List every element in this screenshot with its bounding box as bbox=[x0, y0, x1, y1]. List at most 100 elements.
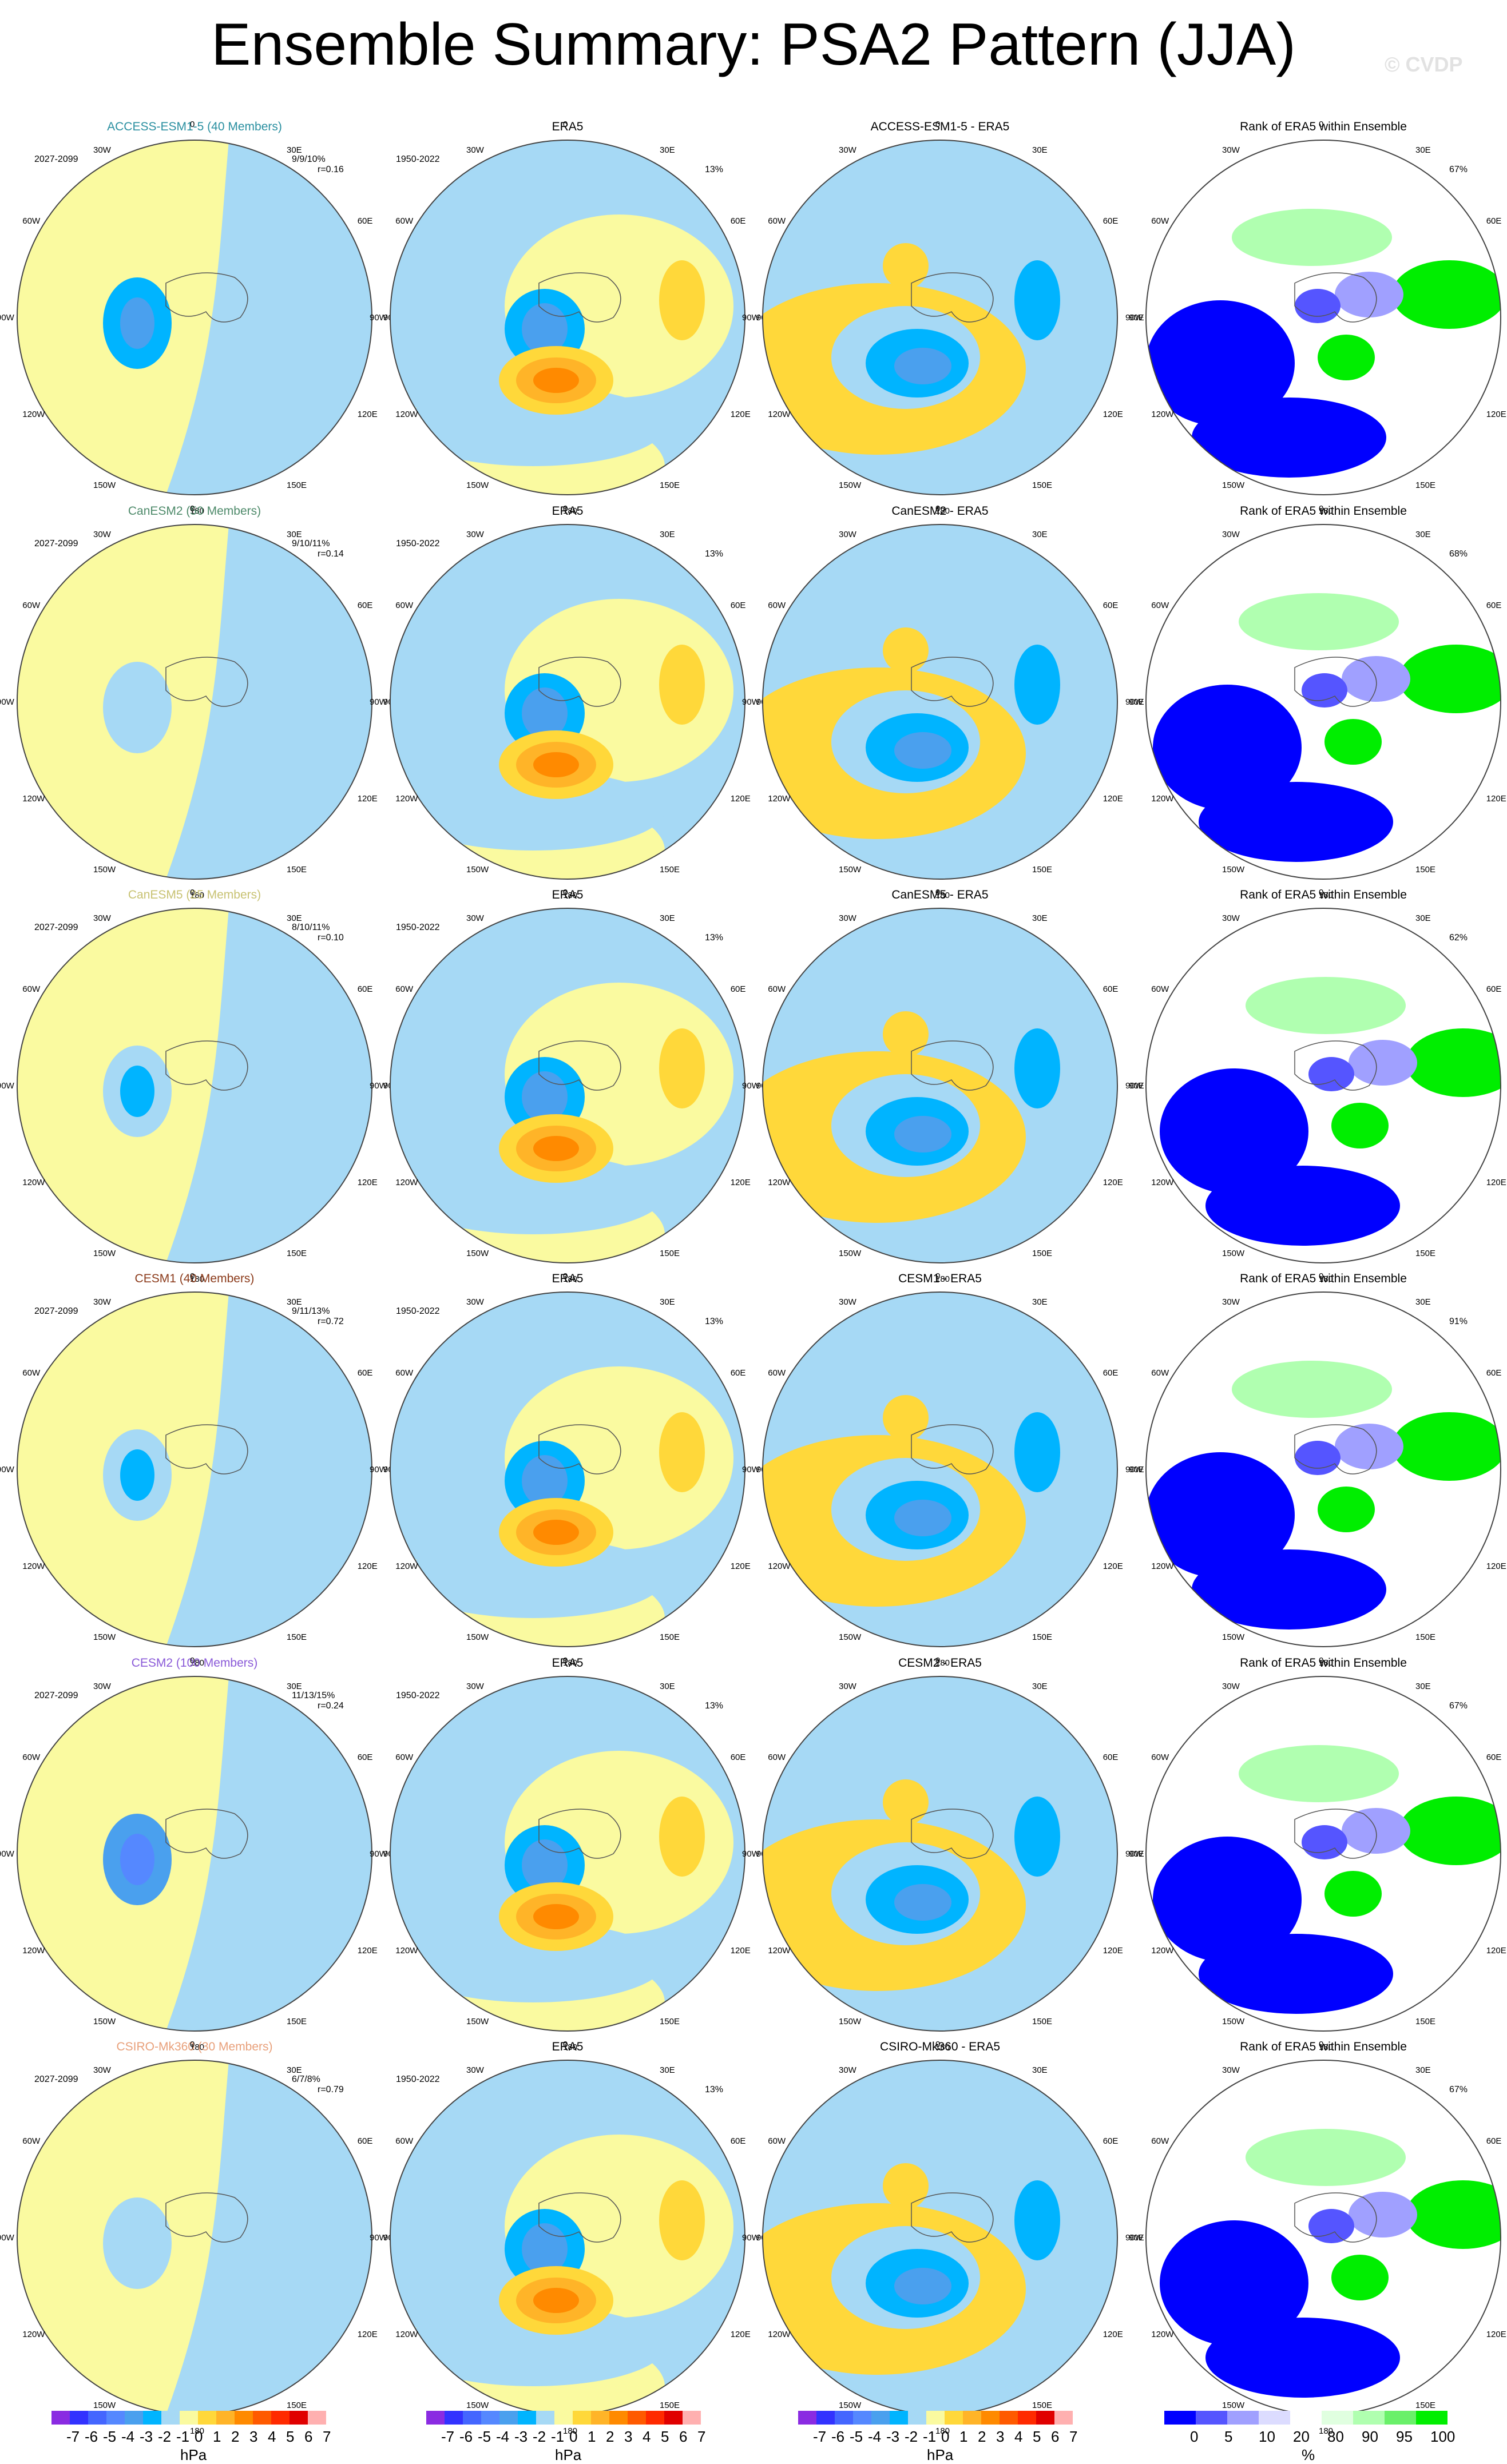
corr-label: r=0.16 bbox=[318, 165, 344, 174]
era-period-label: 1950-2022 bbox=[396, 1306, 440, 1316]
lon-label: 120E bbox=[730, 1561, 751, 1571]
period-label: 2027-2099 bbox=[34, 2074, 78, 2084]
lon-label: 60W bbox=[22, 1368, 41, 1378]
polar-map bbox=[762, 524, 1118, 880]
panel-model-5: CSIRO-Mk360 (30 Members)030E60E90E120E15… bbox=[0, 2040, 399, 2436]
lon-label: 60W bbox=[395, 2136, 414, 2146]
lon-label: 30E bbox=[660, 913, 675, 924]
lon-label: 0 bbox=[1319, 1656, 1324, 1666]
lon-label: 90W bbox=[370, 1465, 387, 1475]
lon-label: 180 bbox=[1319, 506, 1334, 516]
colorbar-tick: 4 bbox=[643, 2428, 651, 2445]
lon-label: 0 bbox=[935, 2040, 941, 2049]
colorbar-units: hPa bbox=[927, 2446, 954, 2463]
lon-label: 90E bbox=[1129, 697, 1144, 707]
era-period-label: 1950-2022 bbox=[396, 539, 440, 549]
lon-label: 180 bbox=[190, 1658, 205, 1668]
lon-label: 150E bbox=[1032, 480, 1053, 490]
lon-label: 30W bbox=[1222, 2065, 1240, 2076]
lon-label: 0 bbox=[935, 504, 941, 514]
colorbar-tick: -7 bbox=[813, 2428, 827, 2445]
colorbar-tick: 1 bbox=[213, 2428, 221, 2445]
lon-label: 30W bbox=[466, 1682, 484, 1692]
colorbar-tick: -5 bbox=[850, 2428, 863, 2445]
lon-label: 30W bbox=[93, 1682, 111, 1692]
colorbar-tick: -4 bbox=[496, 2428, 510, 2445]
polar-map bbox=[17, 908, 372, 1263]
polar-map bbox=[17, 2060, 372, 2415]
panel-rank-0: Rank of ERA5 within Ensemble030E60E90E12… bbox=[1125, 120, 1506, 516]
lon-label: 90W bbox=[370, 1081, 387, 1091]
lon-label: 30E bbox=[1415, 1297, 1431, 1307]
stats-label: 11/13/15% bbox=[292, 1691, 335, 1700]
lon-label: 90W bbox=[742, 1081, 760, 1091]
lon-label: 120E bbox=[730, 794, 751, 804]
lon-label: 30E bbox=[660, 2065, 675, 2076]
polar-map bbox=[762, 1291, 1118, 1647]
lon-label: 30W bbox=[839, 530, 856, 540]
colorbar-swatch bbox=[871, 2411, 890, 2425]
polar-map bbox=[390, 524, 745, 880]
colorbar-tick: 95 bbox=[1396, 2428, 1413, 2445]
colorbar-tick: -1 bbox=[923, 2428, 937, 2445]
lon-label: 120E bbox=[730, 1946, 751, 1956]
lon-label: 150W bbox=[839, 480, 862, 490]
lon-label: 120W bbox=[22, 794, 45, 804]
colorbar-swatch bbox=[308, 2411, 326, 2425]
page-title: Ensemble Summary: PSA2 Pattern (JJA) bbox=[211, 11, 1296, 78]
lon-label: 60E bbox=[1486, 1368, 1502, 1378]
colorbar-swatch bbox=[253, 2411, 271, 2425]
lon-label: 120E bbox=[1486, 794, 1506, 804]
colorbar-tick: 4 bbox=[1014, 2428, 1023, 2445]
colorbar-swatch bbox=[499, 2411, 518, 2425]
lon-label: 30W bbox=[839, 145, 856, 156]
lon-label: 30W bbox=[466, 1297, 484, 1307]
colorbar-swatch bbox=[88, 2411, 106, 2425]
lon-label: 150W bbox=[93, 864, 116, 875]
lon-label: 60E bbox=[730, 216, 746, 226]
lon-label: 120E bbox=[1103, 794, 1123, 804]
colorbar-swatch bbox=[70, 2411, 88, 2425]
lon-label: 150E bbox=[660, 1632, 680, 1642]
lon-label: 120W bbox=[768, 410, 791, 419]
watermark: © CVDP bbox=[1385, 53, 1463, 76]
lon-label: 60E bbox=[357, 2136, 373, 2146]
lon-label: 60E bbox=[1103, 216, 1119, 226]
lon-label: 90E bbox=[1129, 2233, 1144, 2243]
colorbar-swatch bbox=[646, 2411, 664, 2425]
lon-label: 30W bbox=[93, 913, 111, 924]
lon-label: 30W bbox=[839, 913, 856, 924]
colorbar-tick: -2 bbox=[533, 2428, 546, 2445]
lon-label: 30E bbox=[660, 1682, 675, 1692]
lon-label: 120E bbox=[1486, 2330, 1506, 2339]
colorbar-tick: 7 bbox=[323, 2428, 331, 2445]
panel-diff-2: CanESM5 - ERA5 0 30E 60E 90E 120E 150E 180 150W 1… bbox=[742, 888, 1144, 1284]
lon-label: 60E bbox=[1486, 984, 1502, 994]
lon-label: 90W bbox=[742, 1849, 760, 1859]
lon-label: 120E bbox=[1103, 1178, 1123, 1187]
lon-label: 150W bbox=[93, 2400, 116, 2410]
colorbar-swatch bbox=[963, 2411, 981, 2425]
lon-label: 90W bbox=[0, 1465, 14, 1475]
colorbar-tick: 4 bbox=[268, 2428, 276, 2445]
lon-label: 180 bbox=[190, 1274, 205, 1284]
era-pct-label: 13% bbox=[705, 1317, 724, 1326]
lon-label: 60E bbox=[1486, 216, 1502, 226]
lon-label: 150W bbox=[466, 1248, 489, 1258]
polar-map bbox=[17, 524, 372, 880]
lon-label: 60E bbox=[730, 1752, 746, 1762]
lon-label: 60E bbox=[357, 1368, 373, 1378]
colorbar-swatch bbox=[798, 2411, 816, 2425]
rank-pct-label: 67% bbox=[1449, 165, 1468, 174]
colorbar-tick: 0 bbox=[195, 2428, 203, 2445]
lon-label: 150E bbox=[660, 864, 680, 875]
lon-label: 30E bbox=[1032, 2065, 1048, 2076]
lon-label: 60E bbox=[730, 984, 746, 994]
panel-diff-3: CESM1 - ERA5 0 30E 60E 90E 120E 150E 180 150W 120… bbox=[742, 1271, 1144, 1668]
lon-label: 150W bbox=[1222, 480, 1245, 490]
colorbar-tick: 1 bbox=[588, 2428, 596, 2445]
colorbar-tick: 2 bbox=[978, 2428, 986, 2445]
polar-map bbox=[17, 1676, 372, 2032]
lon-label: 60W bbox=[768, 1368, 786, 1378]
lon-label: 150W bbox=[466, 2016, 489, 2026]
